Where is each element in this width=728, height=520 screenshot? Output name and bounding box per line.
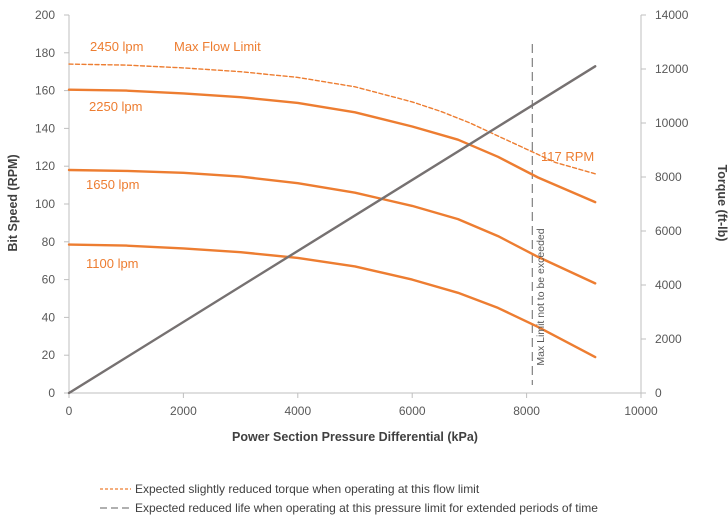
y-tick-label: 100 (35, 197, 55, 211)
legend-text-pressure: Expected reduced life when operating at … (135, 501, 598, 515)
x-tick-label: 2000 (170, 404, 197, 418)
y2-tick-label: 14000 (655, 8, 689, 22)
series-label-2450: 2450 lpm (90, 39, 143, 54)
series-line-1650-lpm (67, 168, 597, 285)
x-axis-title: Power Section Pressure Differential (kPa… (232, 430, 478, 444)
y2-axis-title: Torque (ft-lb) (715, 165, 728, 242)
y2-tick-label: 12000 (655, 62, 689, 76)
series-line-2250-lpm (67, 88, 597, 204)
series-label-1100: 1100 lpm (86, 256, 139, 271)
y-tick-label: 200 (35, 8, 55, 22)
series-label-2250: 2250 lpm (89, 99, 142, 114)
plot-area: 0204060801001201401601802000200040006000… (35, 8, 689, 418)
y-tick-label: 180 (35, 46, 55, 60)
y-tick-label: 40 (42, 310, 56, 324)
y2-tick-label: 4000 (655, 278, 682, 292)
x-tick-label: 4000 (284, 404, 311, 418)
y-tick-label: 0 (48, 386, 55, 400)
y-tick-label: 60 (42, 273, 56, 287)
y-tick-label: 160 (35, 84, 55, 98)
x-tick-label: 0 (66, 404, 73, 418)
annotation-117-rpm: 117 RPM (541, 149, 594, 164)
legend-text-flow: Expected slightly reduced torque when op… (135, 482, 480, 496)
y-tick-label: 80 (42, 235, 56, 249)
x-tick-label: 10000 (624, 404, 658, 418)
series-line-torque (67, 65, 597, 395)
series-label-1650: 1650 lpm (86, 177, 139, 192)
y-tick-label: 120 (35, 159, 55, 173)
y2-tick-label: 6000 (655, 224, 682, 238)
legend: Expected slightly reduced torque when op… (100, 482, 598, 515)
x-tick-label: 8000 (513, 404, 540, 418)
y-tick-label: 140 (35, 121, 55, 135)
y2-tick-label: 0 (655, 386, 662, 400)
series-line-1100-lpm (67, 243, 597, 359)
annotation-max-flow-limit: Max Flow Limit (174, 39, 261, 54)
y-axis-title: Bit Speed (RPM) (6, 154, 20, 251)
series-line-2450-lpm (68, 63, 596, 175)
y2-tick-label: 8000 (655, 170, 682, 184)
y2-tick-label: 2000 (655, 332, 682, 346)
x-tick-label: 6000 (399, 404, 426, 418)
max-limit-label: Max Limit not to be exceeded (535, 228, 547, 365)
y2-tick-label: 10000 (655, 116, 689, 130)
y-tick-label: 20 (42, 348, 56, 362)
